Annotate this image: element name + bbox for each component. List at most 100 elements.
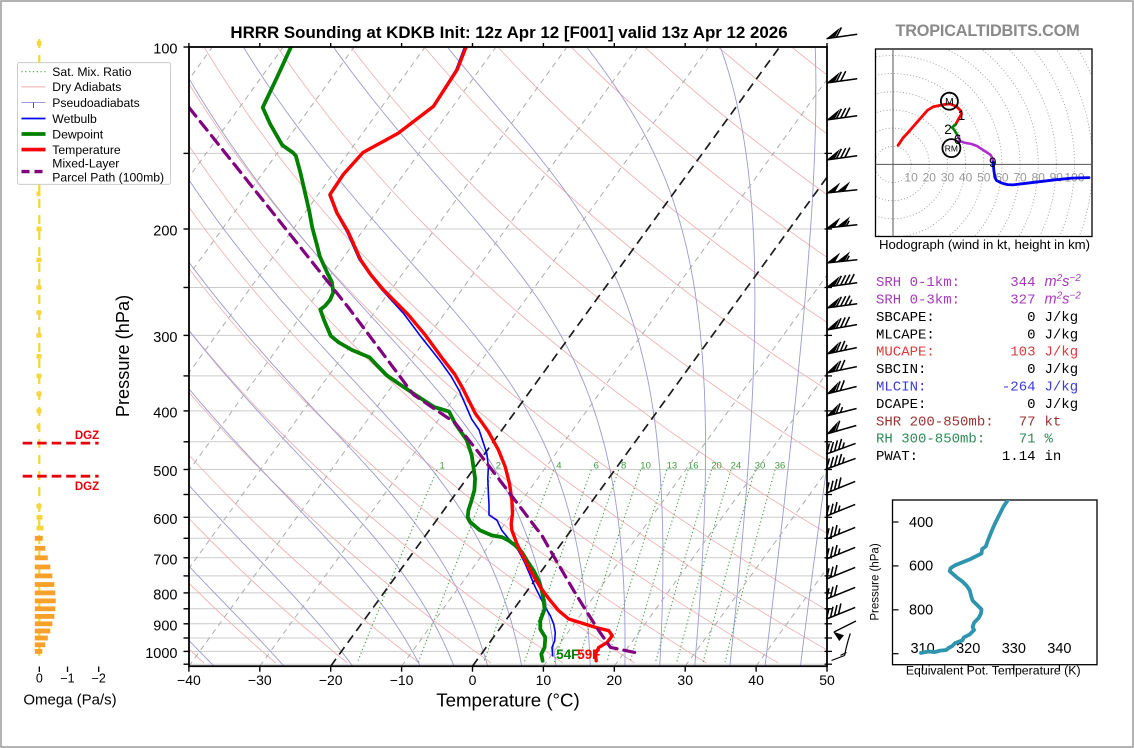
svg-text:Hodograph (wind in kt, height: Hodograph (wind in kt, height in km): [879, 237, 1090, 252]
svg-text:0: 0: [1027, 327, 1035, 343]
svg-text:−20: −20: [319, 672, 343, 688]
svg-text:10: 10: [536, 672, 552, 688]
svg-text:J/kg: J/kg: [1045, 397, 1079, 413]
svg-text:Sat. Mix. Ratio: Sat. Mix. Ratio: [52, 65, 131, 79]
svg-text:MLCAPE:: MLCAPE:: [876, 327, 935, 343]
svg-text:kt: kt: [1045, 414, 1062, 430]
svg-text:400: 400: [153, 405, 177, 421]
svg-text:90: 90: [1050, 171, 1064, 185]
svg-text:13: 13: [667, 461, 678, 472]
svg-text:10: 10: [640, 461, 651, 472]
svg-text:4: 4: [556, 461, 561, 472]
svg-text:Pseudoadiabats: Pseudoadiabats: [52, 96, 139, 110]
svg-text:30: 30: [677, 672, 693, 688]
svg-text:20: 20: [711, 461, 722, 472]
svg-text:50: 50: [819, 672, 835, 688]
svg-text:TROPICALTIDBITS.COM: TROPICALTIDBITS.COM: [895, 22, 1079, 40]
svg-text:%: %: [1045, 432, 1054, 448]
svg-text:−2: −2: [92, 672, 106, 686]
svg-text:6: 6: [594, 461, 599, 472]
svg-text:700: 700: [153, 552, 177, 568]
svg-text:59F: 59F: [577, 647, 600, 662]
svg-text:−1: −1: [60, 672, 74, 686]
svg-text:40: 40: [959, 171, 973, 185]
svg-text:2: 2: [496, 461, 501, 472]
svg-text:310: 310: [910, 641, 934, 657]
svg-text:36: 36: [775, 461, 786, 472]
svg-text:DCAPE:: DCAPE:: [876, 397, 926, 413]
svg-text:200: 200: [153, 224, 177, 240]
svg-text:10: 10: [904, 171, 918, 185]
svg-text:Dewpoint: Dewpoint: [52, 127, 103, 141]
svg-text:600: 600: [153, 512, 177, 528]
svg-text:77: 77: [1019, 414, 1036, 430]
svg-text:Pressure (hPa): Pressure (hPa): [113, 295, 133, 417]
svg-text:−30: −30: [248, 672, 272, 688]
svg-text:Mixed-Layer: Mixed-Layer: [52, 157, 119, 171]
svg-text:30: 30: [755, 461, 766, 472]
svg-text:0: 0: [36, 672, 43, 686]
svg-text:6: 6: [954, 132, 962, 147]
svg-text:9: 9: [989, 155, 997, 170]
svg-text:-264: -264: [1002, 380, 1036, 396]
svg-text:1.14: 1.14: [1002, 449, 1036, 465]
svg-text:DGZ: DGZ: [75, 481, 99, 493]
svg-text:340: 340: [1047, 641, 1071, 657]
svg-text:−10: −10: [390, 672, 414, 688]
svg-text:327: 327: [1010, 293, 1035, 309]
svg-text:J/kg: J/kg: [1045, 362, 1079, 378]
svg-text:J/kg: J/kg: [1045, 345, 1079, 361]
svg-text:2: 2: [944, 122, 952, 137]
svg-text:HRRR Sounding at KDKB Init: 12: HRRR Sounding at KDKB Init: 12z Apr 12 […: [230, 23, 787, 42]
svg-text:900: 900: [153, 618, 177, 634]
svg-text:1000: 1000: [145, 646, 177, 662]
svg-text:0: 0: [469, 672, 477, 688]
svg-text:M: M: [945, 96, 954, 108]
svg-text:Temperature (°C): Temperature (°C): [436, 690, 580, 711]
svg-text:Wetbulb: Wetbulb: [52, 112, 97, 126]
svg-text:MLCIN:: MLCIN:: [876, 380, 926, 396]
svg-text:8: 8: [621, 461, 626, 472]
svg-text:0: 0: [1027, 310, 1035, 326]
svg-text:100: 100: [153, 42, 177, 58]
svg-text:800: 800: [909, 603, 933, 619]
svg-text:in: in: [1045, 449, 1062, 465]
svg-text:30: 30: [941, 171, 955, 185]
svg-text:20: 20: [607, 672, 623, 688]
svg-text:16: 16: [688, 461, 699, 472]
svg-text:103: 103: [1010, 345, 1035, 361]
svg-text:54F: 54F: [556, 647, 579, 662]
svg-text:800: 800: [153, 587, 177, 603]
svg-text:DGZ: DGZ: [75, 430, 99, 442]
svg-text:344: 344: [1010, 275, 1035, 291]
svg-text:70: 70: [1013, 171, 1027, 185]
svg-text:600: 600: [909, 559, 933, 575]
svg-text:320: 320: [956, 641, 980, 657]
svg-text:−40: −40: [177, 672, 201, 688]
svg-text:Parcel Path (100mb): Parcel Path (100mb): [52, 171, 164, 185]
svg-text:RH 300-850mb:: RH 300-850mb:: [876, 432, 985, 448]
svg-text:20: 20: [923, 171, 937, 185]
svg-text:SBCIN:: SBCIN:: [876, 362, 926, 378]
svg-text:SRH 0-3km:: SRH 0-3km:: [876, 293, 960, 309]
svg-text:1: 1: [958, 108, 966, 123]
svg-text:J/kg: J/kg: [1045, 327, 1079, 343]
svg-text:50: 50: [977, 171, 991, 185]
svg-text:500: 500: [153, 464, 177, 480]
svg-text:SRH 0-1km:: SRH 0-1km:: [876, 275, 960, 291]
svg-text:Equivalent Pot. Temperature (K: Equivalent Pot. Temperature (K): [906, 664, 1081, 678]
svg-text:Pressure (hPa): Pressure (hPa): [870, 543, 882, 621]
svg-text:330: 330: [1002, 641, 1026, 657]
svg-text:Temperature: Temperature: [52, 143, 121, 157]
svg-text:SBCAPE:: SBCAPE:: [876, 310, 935, 326]
svg-text:0: 0: [1027, 397, 1035, 413]
svg-text:400: 400: [909, 515, 933, 531]
svg-text:300: 300: [153, 330, 177, 346]
svg-text:Omega (Pa/s): Omega (Pa/s): [23, 692, 116, 709]
svg-text:J/kg: J/kg: [1045, 310, 1079, 326]
svg-text:RM: RM: [945, 144, 958, 154]
svg-text:Dry Adiabats: Dry Adiabats: [52, 80, 121, 94]
svg-text:40: 40: [748, 672, 764, 688]
svg-text:1: 1: [439, 461, 444, 472]
svg-text:0: 0: [1027, 362, 1035, 378]
